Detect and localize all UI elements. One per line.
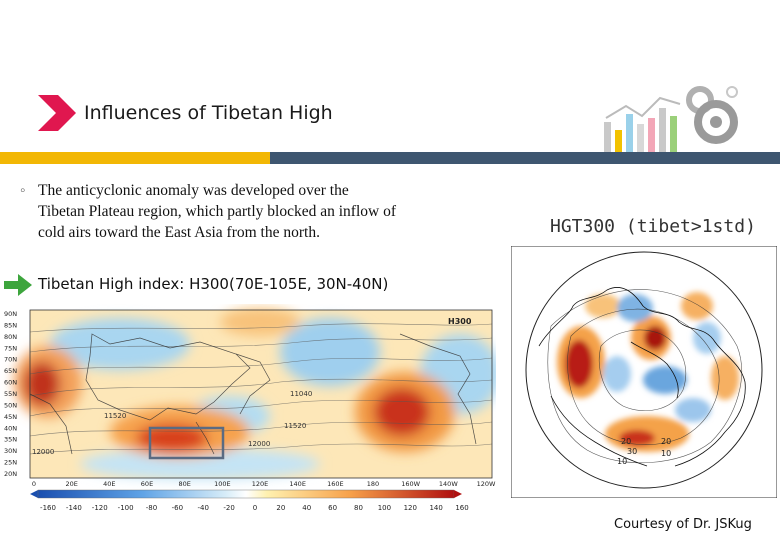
lon-tick-label: 180 bbox=[367, 480, 379, 488]
lat-tick-label: 90N bbox=[4, 310, 17, 318]
colorbar-tick-label: -60 bbox=[172, 504, 183, 512]
lat-tick-label: 80N bbox=[4, 333, 17, 341]
colorbar-tick-label: 100 bbox=[378, 504, 391, 512]
colorbar-tick-label: 120 bbox=[404, 504, 417, 512]
colorbar-tick-label: -160 bbox=[40, 504, 56, 512]
bullet-line-2: Tibetan Plateau region, which partly blo… bbox=[38, 203, 396, 220]
colorbar-tick-label: -120 bbox=[92, 504, 108, 512]
colorbar-tick-label: -140 bbox=[66, 504, 82, 512]
lon-tick-label: 60E bbox=[141, 480, 153, 488]
colorbar-tick-label: 60 bbox=[328, 504, 337, 512]
lon-tick-label: 140E bbox=[289, 480, 306, 488]
lat-tick-label: 45N bbox=[4, 413, 17, 421]
contour-label: 11040 bbox=[290, 390, 312, 398]
lon-tick-label: 100E bbox=[214, 480, 231, 488]
lat-tick-label: 50N bbox=[4, 401, 17, 409]
lon-tick-label: 20E bbox=[65, 480, 77, 488]
slide-title: Influences of Tibetan High bbox=[84, 102, 333, 124]
chart-gear-logo-icon bbox=[604, 86, 738, 152]
bullet-paragraph: ◦ The anticyclonic anomaly was developed … bbox=[20, 180, 490, 243]
colorbar-tick-label: -100 bbox=[118, 504, 134, 512]
tibetan-high-index-label: Tibetan High index: H300(70E-105E, 30N-4… bbox=[38, 275, 389, 293]
contour-label: 11520 bbox=[104, 412, 126, 420]
lat-tick-label: 40N bbox=[4, 424, 17, 432]
title-chevron-icon bbox=[38, 95, 76, 131]
lon-tick-label: 160E bbox=[327, 480, 344, 488]
lat-tick-label: 65N bbox=[4, 367, 17, 375]
polar-contour-label: 10 bbox=[661, 449, 671, 458]
lat-tick-label: 70N bbox=[4, 356, 17, 364]
credit-text: Courtesy of Dr. JSKug bbox=[614, 517, 752, 532]
colorbar-tick-label: 40 bbox=[302, 504, 311, 512]
lon-tick-label: 0 bbox=[32, 480, 36, 488]
lat-tick-label: 35N bbox=[4, 436, 17, 444]
colorbar-tick-label: 140 bbox=[429, 504, 442, 512]
index-region-box bbox=[148, 426, 225, 460]
colorbar-tick-label: -80 bbox=[146, 504, 157, 512]
colorbar-tick-label: -40 bbox=[198, 504, 209, 512]
divider-bar-slate bbox=[270, 152, 780, 164]
map-field: 11040 11520 11520 12000 12000 H300 bbox=[14, 308, 496, 480]
lat-tick-label: 25N bbox=[4, 459, 17, 467]
contour-label: 11520 bbox=[284, 422, 306, 430]
contour-label: 12000 bbox=[32, 448, 54, 456]
lat-tick-label: 20N bbox=[4, 470, 17, 478]
map-panel-label: H300 bbox=[448, 317, 472, 326]
colorbar-tick-label: -20 bbox=[223, 504, 234, 512]
bullet-line-3: cold airs toward the East Asia from the … bbox=[38, 224, 320, 241]
lat-tick-label: 60N bbox=[4, 379, 17, 387]
polar-contour-label: 10 bbox=[617, 457, 627, 466]
lon-tick-label: 160W bbox=[401, 480, 420, 488]
divider-bar-yellow bbox=[0, 152, 270, 164]
lon-tick-label: 80E bbox=[178, 480, 190, 488]
contour-label: 12000 bbox=[248, 440, 270, 448]
polar-plot-title: HGT300 (tibet>1std) bbox=[550, 216, 756, 237]
colorbar bbox=[30, 489, 462, 499]
lat-tick-label: 85N bbox=[4, 321, 17, 329]
colorbar-tick-label: 160 bbox=[455, 504, 468, 512]
lat-tick-label: 55N bbox=[4, 390, 17, 398]
green-arrow-icon bbox=[4, 274, 32, 296]
colorbar-tick-label: 0 bbox=[253, 504, 257, 512]
lon-tick-label: 120E bbox=[252, 480, 269, 488]
bullet-line-1: The anticyclonic anomaly was developed o… bbox=[38, 182, 349, 199]
colorbar-tick-label: 20 bbox=[276, 504, 285, 512]
lat-tick-label: 75N bbox=[4, 344, 17, 352]
hgt300-polar-plot: 20 30 20 10 10 bbox=[511, 246, 777, 498]
lon-tick-label: 120W bbox=[477, 480, 496, 488]
h300-anomaly-map: 11040 11520 11520 12000 12000 H300 90N85… bbox=[0, 304, 496, 516]
polar-contour-label: 20 bbox=[661, 437, 671, 446]
polar-contour-label: 30 bbox=[627, 447, 637, 456]
lon-tick-label: 140W bbox=[439, 480, 458, 488]
polar-contour-label: 20 bbox=[621, 437, 631, 446]
lon-tick-label: 40E bbox=[103, 480, 115, 488]
colorbar-tick-label: 80 bbox=[354, 504, 363, 512]
lat-tick-label: 30N bbox=[4, 447, 17, 455]
bullet-dot-icon: ◦ bbox=[20, 182, 26, 199]
